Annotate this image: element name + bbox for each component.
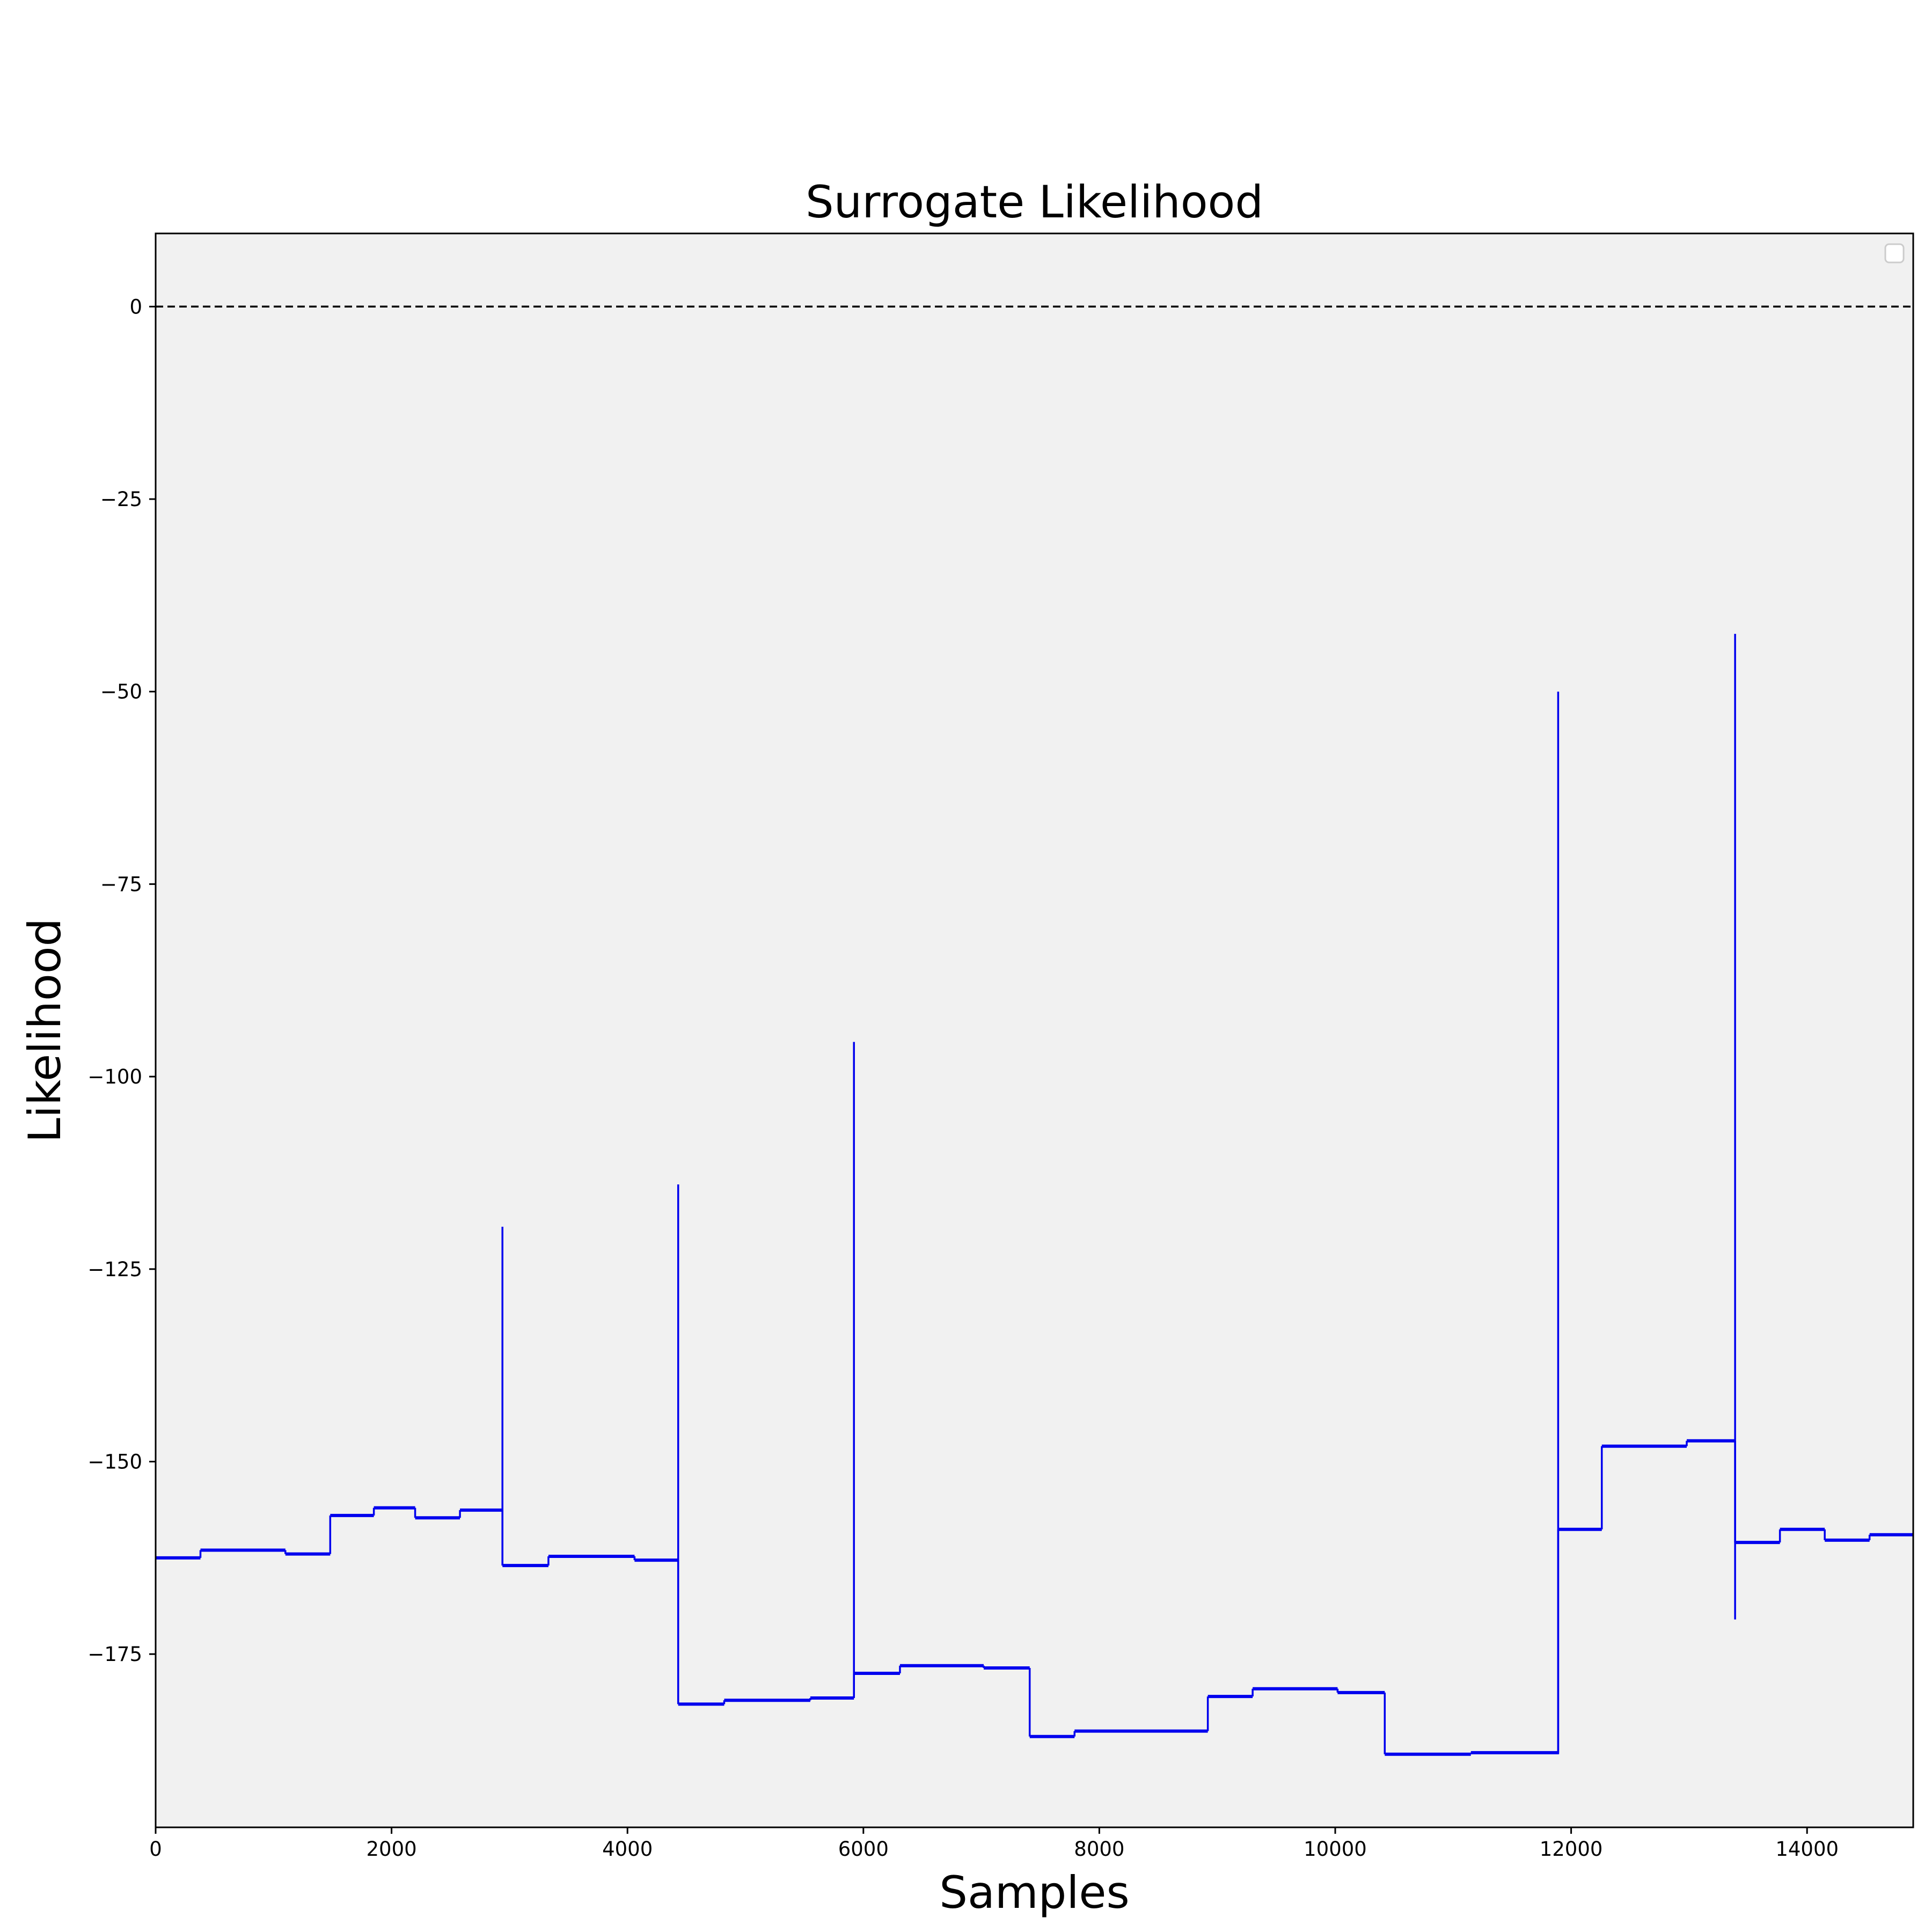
y-axis-title: Likelihood [19, 918, 71, 1143]
y-tick-label: −175 [87, 1643, 142, 1666]
x-tick-label: 8000 [1074, 1838, 1124, 1861]
chart-title: Surrogate Likelihood [806, 176, 1263, 228]
legend-box [1884, 243, 1905, 264]
y-tick-label: −25 [100, 488, 142, 511]
plot-area [156, 233, 1913, 1827]
plot-frame [155, 232, 1914, 1828]
y-tick-label: −100 [87, 1065, 142, 1088]
x-axis-title: Samples [939, 1867, 1129, 1919]
y-tick-label: −125 [87, 1258, 142, 1281]
y-axis: 0 −25 −50 −75 −100 −125 −150 −175 [87, 295, 156, 1666]
y-tick-label: −50 [100, 680, 142, 704]
x-tick-label: 12000 [1540, 1838, 1603, 1861]
y-tick-label: 0 [129, 295, 142, 318]
x-tick-label: 0 [149, 1838, 162, 1861]
x-tick-label: 6000 [838, 1838, 889, 1861]
series-layer [156, 634, 1913, 1756]
y-tick-label: −75 [100, 873, 142, 896]
x-tick-label: 10000 [1304, 1838, 1367, 1861]
x-tick-label: 2000 [367, 1838, 417, 1861]
y-tick-label: −150 [87, 1450, 142, 1473]
x-tick-label: 14000 [1775, 1838, 1839, 1861]
x-axis: 0 2000 4000 6000 8000 10000 12000 14000 [149, 1827, 1839, 1861]
x-tick-label: 4000 [602, 1838, 653, 1861]
